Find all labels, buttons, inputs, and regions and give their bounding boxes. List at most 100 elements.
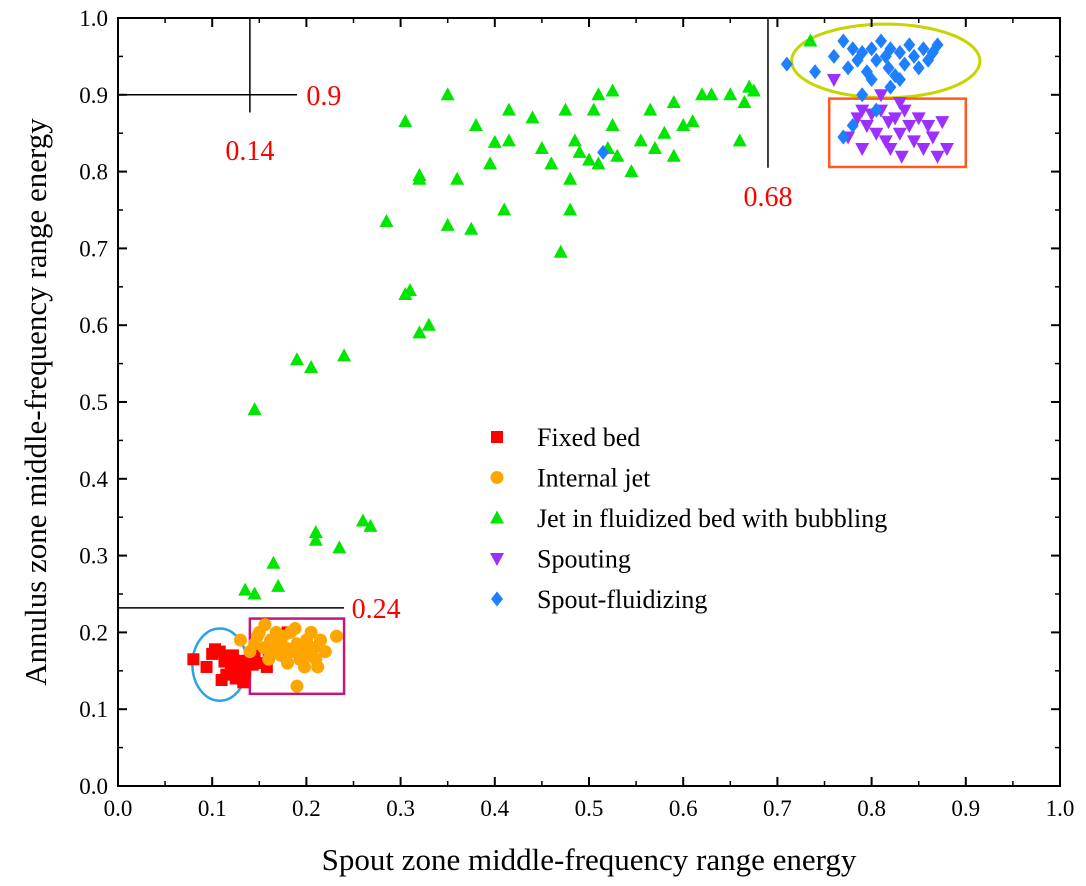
series-jet-in-fluidized-bed-with-bubbling — [238, 33, 818, 600]
spouting-point — [925, 131, 940, 145]
jet-in-fluidized-bed-with-bubbling-point — [685, 114, 700, 128]
spouting-point — [894, 150, 909, 164]
series-spout-fluidizing — [597, 33, 944, 160]
x-tick-label: 0.7 — [763, 796, 792, 821]
spouting-point — [888, 112, 903, 126]
jet-in-fluidized-bed-with-bubbling-point — [501, 133, 516, 147]
jet-in-fluidized-bed-with-bubbling-point — [732, 133, 747, 147]
jet-in-fluidized-bed-with-bubbling-point — [271, 578, 286, 592]
spout-fluidizing-point — [870, 102, 883, 118]
jet-in-fluidized-bed-with-bubbling-point — [525, 110, 540, 124]
spout-fluidizing-point — [837, 129, 850, 145]
jet-in-fluidized-bed-with-bubbling-point — [666, 94, 681, 108]
spouting-point — [921, 120, 936, 134]
jet-in-fluidized-bed-with-bubbling-point — [647, 141, 662, 155]
jet-in-fluidized-bed-with-bubbling-point — [483, 156, 498, 170]
axis-ticks — [117, 17, 1061, 787]
y-tick-label: 0.2 — [79, 620, 108, 645]
x-axis-title: Spout zone middle-frequency range energy — [322, 842, 857, 877]
jet-in-fluidized-bed-with-bubbling-point — [450, 171, 465, 185]
spout-fluidizing-point — [884, 41, 897, 57]
annotation-label: 0.9 — [306, 81, 341, 112]
jet-in-fluidized-bed-with-bubbling-point — [591, 156, 606, 170]
jet-in-fluidized-bed-with-bubbling-point — [676, 118, 691, 132]
spouting-point — [859, 120, 874, 134]
jet-in-fluidized-bed-with-bubbling-point — [534, 141, 549, 155]
y-axis-title: Annulus zone middle-frequency range ener… — [18, 118, 53, 686]
spout-fluidizing-point — [865, 41, 878, 57]
annotation-label: 0.14 — [225, 136, 274, 167]
x-tick-label: 0.2 — [292, 796, 321, 821]
internal-jet-point — [233, 633, 247, 647]
spout-fluidizing-point — [912, 60, 925, 76]
annotations: 0.9 0.14 0.68 0.24 — [225, 81, 792, 625]
spouting-point — [883, 143, 898, 157]
spout-fluidizing-point — [856, 45, 869, 61]
spout-fluidizing-point — [856, 87, 869, 103]
fixed-bed-point — [213, 645, 226, 658]
spouting-point — [892, 96, 907, 110]
y-tick-label: 0.1 — [79, 697, 108, 722]
legend-marker-spout-fluidizing — [491, 591, 503, 607]
fixed-bed-point — [251, 657, 264, 670]
spout-fluidizing-point — [846, 118, 859, 134]
spouting-point — [916, 143, 931, 157]
spouting-point — [939, 143, 954, 157]
fixed-bed-point — [237, 676, 250, 689]
legend-marker-internal-jet — [490, 471, 504, 484]
spout-fluidizing-point — [865, 71, 878, 87]
y-tick-label: 0.5 — [79, 390, 108, 415]
jet-in-fluidized-bed-with-bubbling-point — [591, 87, 606, 101]
spouting-point — [930, 150, 945, 164]
jet-in-fluidized-bed-with-bubbling-point — [567, 133, 582, 147]
y-tick-label: 0.3 — [79, 544, 108, 569]
jet-in-fluidized-bed-with-bubbling-point — [289, 352, 304, 366]
jet-in-fluidized-bed-with-bubbling-point — [563, 171, 578, 185]
jet-in-fluidized-bed-with-bubbling-point — [412, 325, 427, 339]
jet-in-fluidized-bed-with-bubbling-point — [238, 582, 253, 596]
jet-in-fluidized-bed-with-bubbling-point — [363, 518, 378, 532]
spouting-point — [878, 135, 893, 149]
internal-jet-point — [330, 629, 344, 643]
fixed-bed-point — [200, 660, 213, 673]
spout-fluidizing-point — [809, 64, 822, 80]
spout-fluidizing-point — [917, 41, 930, 57]
internal-jet-point — [290, 679, 304, 693]
spouting-point — [911, 112, 926, 126]
legend-label-fixed-bed: Fixed bed — [537, 423, 640, 452]
spouting-point — [850, 112, 865, 126]
jet-in-fluidized-bed-with-bubbling-point — [633, 133, 648, 147]
internal-jet-point — [311, 660, 325, 674]
fixed-bed-point — [234, 654, 247, 667]
jet-in-fluidized-bed-with-bubbling-point — [695, 87, 710, 101]
jet-in-fluidized-bed-with-bubbling-point — [704, 87, 719, 101]
y-tick-label: 0.6 — [79, 313, 108, 338]
internal-jet-point — [304, 625, 318, 639]
internal-jet-point — [298, 660, 312, 674]
spout-fluidizing-point — [827, 48, 840, 64]
jet-in-fluidized-bed-with-bubbling-point — [497, 202, 512, 216]
spouting-point — [874, 89, 889, 103]
x-tick-label: 0.1 — [198, 796, 227, 821]
legend-label-internal-jet: Internal jet — [537, 464, 651, 493]
spouting-point — [897, 104, 912, 118]
x-tick-label: 1.0 — [1046, 796, 1075, 821]
spout-fluidizing-point — [842, 60, 855, 76]
spout-fluidizing-point — [893, 71, 906, 87]
jet-in-fluidized-bed-with-bubbling-point — [643, 102, 658, 116]
legend-marker-fixed-bed — [491, 431, 503, 443]
spout-fluidizing-point — [931, 37, 944, 53]
x-tick-label: 0.8 — [857, 796, 886, 821]
jet-in-fluidized-bed-with-bubbling-point — [610, 148, 625, 162]
jet-in-fluidized-bed-with-bubbling-point — [304, 359, 319, 373]
jet-in-fluidized-bed-with-bubbling-point — [308, 532, 323, 546]
x-tick-label: 0.6 — [669, 796, 698, 821]
x-tick-label: 0.4 — [480, 796, 509, 821]
jet-in-fluidized-bed-with-bubbling-point — [563, 202, 578, 216]
jet-in-fluidized-bed-with-bubbling-point — [746, 83, 761, 97]
legend-label-jet-in-fluidized-bed-with-bubbling: Jet in fluidized bed with bubbling — [537, 504, 887, 533]
internal-jet-point — [318, 645, 332, 659]
spout-fluidizing-point — [893, 45, 906, 61]
jet-in-fluidized-bed-with-bubbling-point — [657, 125, 672, 139]
